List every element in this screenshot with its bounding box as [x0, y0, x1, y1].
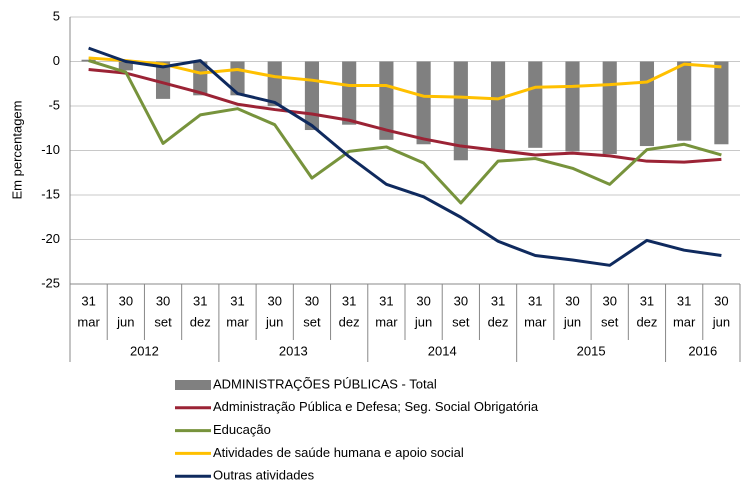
bar [453, 61, 468, 161]
x-tick-label: 30 [119, 293, 133, 308]
y-tick-label: 0 [53, 53, 60, 68]
x-tick-label: jun [712, 314, 730, 329]
x-tick-label: mar [524, 314, 547, 329]
x-tick-label: mar [673, 314, 696, 329]
legend-label: Atividades de saúde humana e apoio socia… [213, 445, 464, 460]
y-axis-label: Em percentagem [9, 101, 24, 200]
x-tick-label: dez [339, 314, 360, 329]
x-tick-label: 31 [342, 293, 356, 308]
legend-label: ADMINISTRAÇÕES PÚBLICAS - Total [213, 376, 437, 391]
x-tick-label: 31 [528, 293, 542, 308]
bar [155, 61, 171, 99]
legend-label: Administração Pública e Defesa; Seg. Soc… [213, 399, 539, 414]
legend-label: Outras atividades [213, 468, 315, 483]
y-tick-label: -25 [41, 275, 60, 290]
year-label: 2012 [130, 343, 159, 358]
x-tick-label: set [154, 314, 172, 329]
x-tick-label: jun [414, 314, 432, 329]
bar [342, 61, 357, 125]
y-tick-label: -20 [41, 231, 60, 246]
x-tick-label: 30 [454, 293, 468, 308]
bar [639, 61, 655, 147]
bar [416, 61, 431, 145]
line-series [88, 46, 722, 267]
x-tick-label: 30 [416, 293, 430, 308]
x-tick-label: 31 [677, 293, 691, 308]
x-tick-label: set [601, 314, 619, 329]
bar [565, 61, 580, 152]
x-tick-label: mar [77, 314, 100, 329]
year-label: 2016 [688, 343, 717, 358]
x-tick-label: jun [563, 314, 581, 329]
x-tick-label: 30 [267, 293, 281, 308]
x-tick-label: mar [375, 314, 398, 329]
line-series [88, 56, 722, 101]
legend-swatch [175, 380, 211, 390]
y-tick-label: -5 [48, 97, 60, 112]
line-series [88, 68, 722, 164]
x-tick-label: 30 [156, 293, 170, 308]
year-label: 2013 [279, 343, 308, 358]
bar [602, 61, 617, 155]
x-tick-label: 31 [491, 293, 505, 308]
bar [379, 61, 394, 140]
x-tick-label: set [303, 314, 321, 329]
year-label: 2015 [577, 343, 606, 358]
x-tick-label: 30 [565, 293, 579, 308]
x-tick-label: mar [226, 314, 249, 329]
x-tick-label: 31 [81, 293, 95, 308]
line-series [88, 59, 722, 205]
x-tick-label: dez [190, 314, 211, 329]
year-label: 2014 [428, 343, 457, 358]
x-tick-label: jun [265, 314, 283, 329]
x-tick-label: 31 [640, 293, 654, 308]
x-tick-label: 31 [193, 293, 207, 308]
bar [118, 61, 133, 71]
x-tick-label: dez [636, 314, 657, 329]
legend-label: Educação [213, 422, 271, 437]
x-tick-label: 31 [230, 293, 244, 308]
x-tick-label: 30 [602, 293, 616, 308]
x-tick-label: 30 [305, 293, 319, 308]
x-tick-label: 30 [714, 293, 728, 308]
bar [528, 61, 543, 148]
x-tick-label: 31 [379, 293, 393, 308]
y-tick-label: -10 [41, 142, 60, 157]
bar [490, 61, 506, 151]
x-tick-label: set [452, 314, 470, 329]
x-tick-label: jun [116, 314, 134, 329]
x-tick-label: dez [488, 314, 509, 329]
y-tick-label: -15 [41, 186, 60, 201]
bar [304, 61, 320, 131]
bar [677, 61, 692, 141]
bar [193, 61, 208, 96]
bar [714, 61, 729, 145]
bar [267, 61, 282, 106]
y-tick-label: 5 [53, 8, 60, 23]
